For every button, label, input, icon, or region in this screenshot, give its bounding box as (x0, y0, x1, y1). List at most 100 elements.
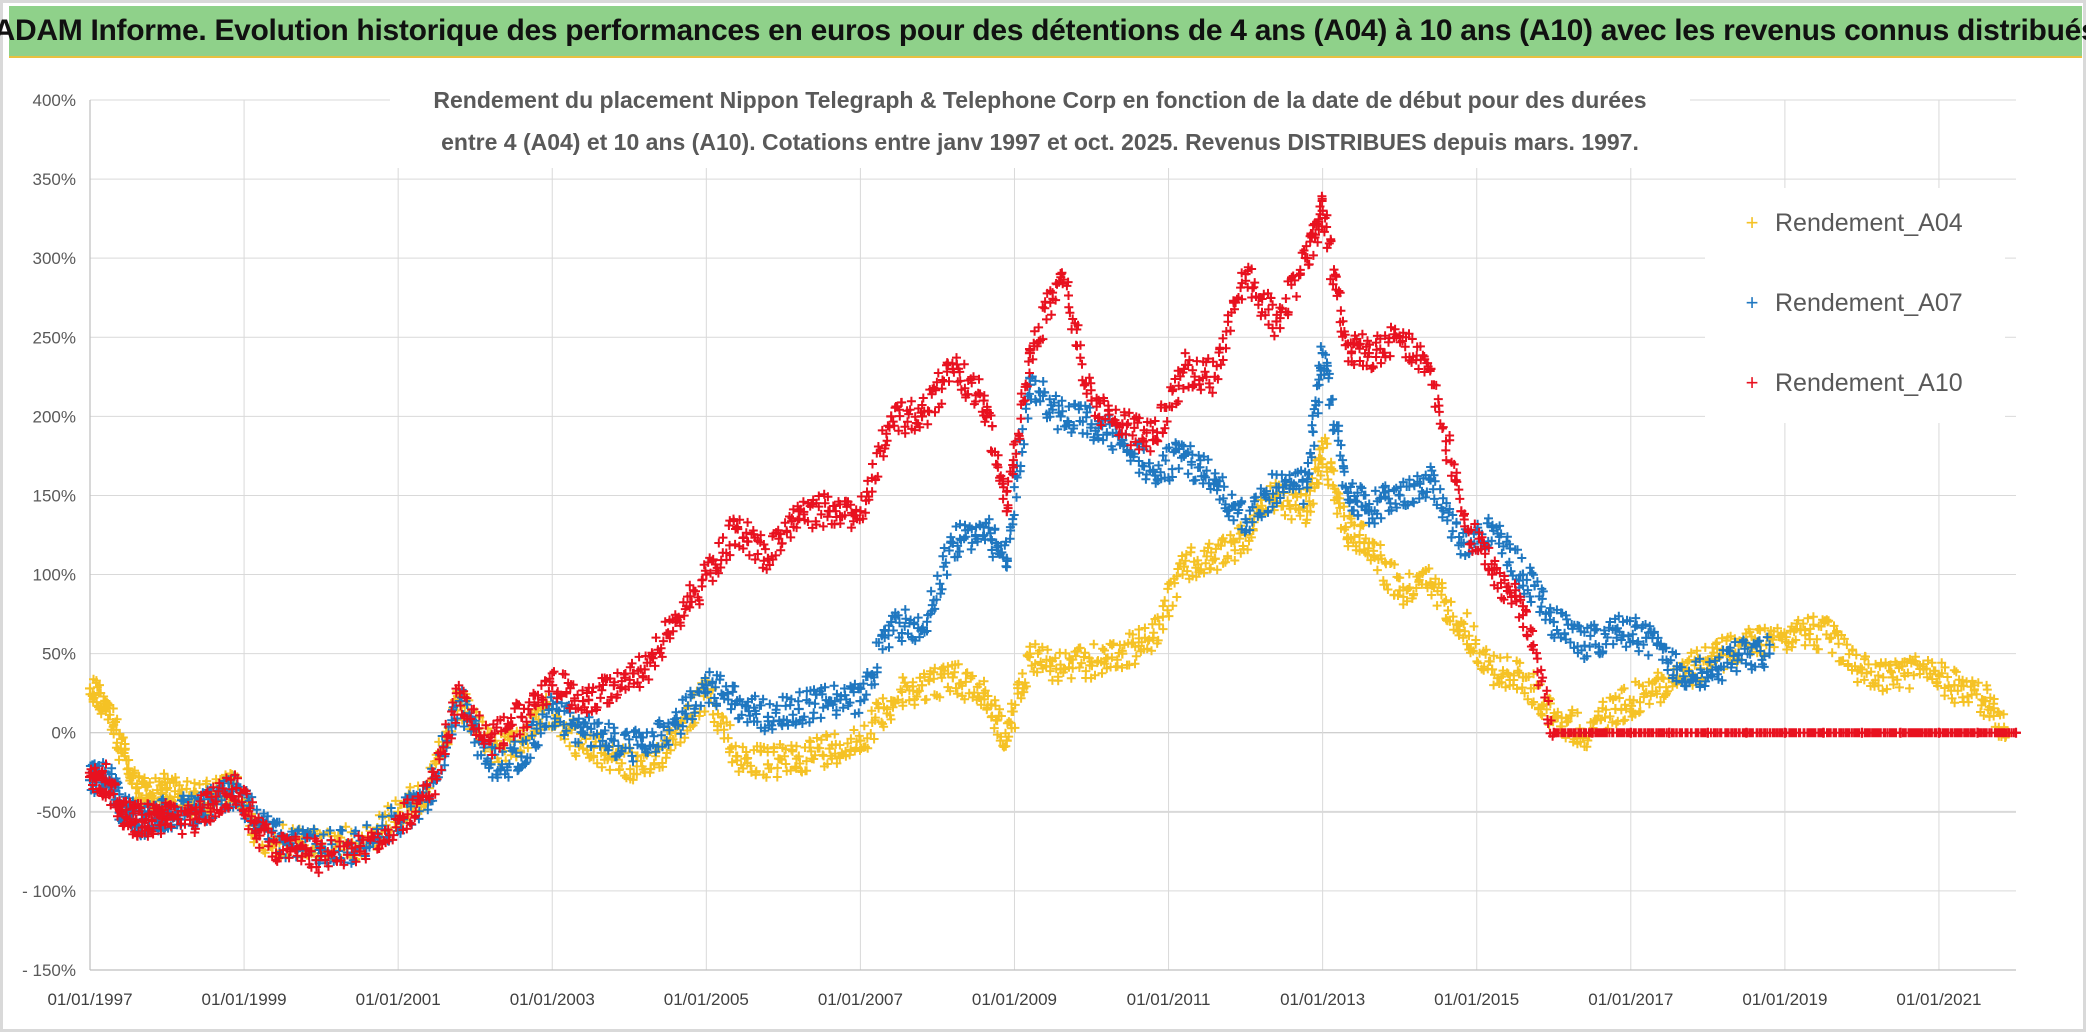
data-point-a04 (162, 783, 173, 794)
data-point-a10 (185, 814, 196, 825)
y-tick-label: 200% (33, 407, 76, 426)
data-cloud-a10 (1317, 210, 1349, 342)
x-tick-label: 01/01/2017 (1588, 990, 1673, 1009)
data-point-a10 (1340, 340, 1351, 351)
data-cloud-a10 (1459, 509, 1497, 575)
data-cloud-a07 (764, 692, 803, 734)
data-cloud-a10 (1119, 407, 1158, 456)
y-tick-label: - 100% (22, 882, 76, 901)
data-point-a07 (1517, 569, 1528, 580)
data-cloud-a04 (117, 733, 142, 806)
data-cloud-a04 (950, 659, 989, 710)
data-point-a10 (1055, 269, 1066, 279)
legend-entry-a10[interactable]: + Rendement_A10 (1746, 369, 1963, 397)
data-point-a10 (639, 664, 650, 675)
x-tick-label: 01/01/2015 (1434, 990, 1519, 1009)
chart-title-line-1: Rendement du placement Nippon Telegraph … (433, 87, 1646, 113)
data-cloud-a07 (918, 532, 956, 637)
data-cloud-a10 (1857, 728, 1905, 738)
legend-marker-a10: + (1746, 370, 1759, 395)
data-cloud-a04 (1002, 650, 1035, 742)
data-cloud-a10 (1395, 328, 1433, 377)
data-cloud-a10 (641, 610, 680, 684)
data-cloud-a10 (1272, 241, 1311, 333)
data-point-a07 (485, 759, 496, 770)
y-tick-label: - 150% (22, 961, 76, 980)
data-cloud-a04 (1918, 656, 1959, 703)
data-cloud-a10 (1303, 191, 1327, 270)
x-tick-label: 01/01/2021 (1896, 990, 1981, 1009)
data-cloud-a10 (1150, 366, 1188, 446)
data-cloud-a10 (487, 698, 525, 760)
data-cloud-a10 (1425, 366, 1465, 504)
data-point-a07 (886, 617, 897, 627)
legend-marker-a07: + (1746, 290, 1759, 315)
y-tick-label: 250% (33, 328, 76, 347)
data-cloud-a04 (795, 730, 832, 777)
data-point-a10 (1302, 253, 1313, 264)
data-cloud-a07 (1319, 350, 1349, 490)
data-cloud-a07 (979, 514, 1011, 571)
data-cloud-a07 (1672, 654, 1712, 692)
x-tick-label: 01/01/2019 (1742, 990, 1827, 1009)
data-cloud-a04 (763, 740, 801, 782)
data-cloud-a10 (794, 489, 833, 533)
data-cloud-a07 (1343, 479, 1374, 528)
x-tick-label: 01/01/2001 (356, 990, 441, 1009)
y-tick-label: 350% (33, 170, 76, 189)
data-cloud-a04 (1889, 652, 1928, 693)
series-a07 (85, 342, 1775, 868)
data-cloud-a04 (1611, 677, 1649, 729)
y-tick-label: 400% (33, 91, 76, 110)
y-tick-label: 50% (42, 645, 76, 664)
data-point-a07 (793, 704, 804, 714)
data-cloud-a10 (1489, 556, 1528, 622)
data-cloud-a04 (1796, 612, 1835, 654)
data-cloud-a07 (578, 712, 619, 755)
data-cloud-a04 (1025, 639, 1065, 686)
data-cloud-a10 (356, 814, 401, 864)
data-point-a04 (1980, 696, 1991, 707)
data-cloud-a10 (317, 831, 364, 871)
data-cloud-a10 (1518, 605, 1558, 741)
data-cloud-a07 (1705, 637, 1743, 685)
data-point-a04 (1340, 522, 1351, 533)
data-cloud-a04 (1056, 643, 1096, 683)
data-cloud-a10 (517, 674, 555, 733)
data-cloud-a04 (826, 725, 865, 768)
data-cloud-a07 (1057, 396, 1096, 439)
data-point-a10 (886, 411, 897, 422)
data-cloud-a10 (285, 832, 325, 878)
data-point-a07 (1548, 617, 1559, 627)
data-point-a07 (1055, 411, 1066, 422)
data-cloud-a10 (547, 667, 588, 715)
data-cloud-a04 (101, 698, 126, 765)
data-cloud-a10 (1243, 262, 1279, 341)
data-cloud-a07 (1549, 605, 1589, 658)
legend-label-a07: Rendement_A07 (1775, 289, 1963, 317)
data-cloud-a10 (1626, 728, 1674, 738)
y-tick-label: -50% (36, 803, 76, 822)
legend-entry-a07[interactable]: + Rendement_A07 (1746, 289, 1963, 317)
data-cloud-a10 (856, 421, 894, 524)
data-cloud-a10 (456, 686, 495, 749)
data-cloud-a07 (1179, 441, 1220, 494)
data-cloud-a07 (1396, 462, 1436, 510)
data-cloud-a10 (917, 358, 957, 429)
legend-marker-a04: + (1746, 210, 1759, 235)
report-title: ADAM Informe. Evolution historique des p… (0, 14, 2086, 47)
data-cloud-a07 (1025, 372, 1064, 434)
data-point-a04 (1487, 664, 1498, 675)
data-point-a10 (547, 680, 558, 691)
data-cloud-a04 (732, 741, 773, 782)
data-point-a10 (231, 783, 242, 794)
data-point-a07 (762, 711, 773, 722)
legend-entry-a04[interactable]: + Rendement_A04 (1746, 209, 1963, 237)
data-point-a07 (947, 537, 958, 548)
data-cloud-a10 (1340, 329, 1373, 371)
data-cloud-a07 (671, 673, 710, 739)
data-cloud-a07 (610, 725, 648, 766)
legend-background (1705, 188, 2005, 423)
data-cloud-a07 (1734, 632, 1775, 674)
data-cloud-a04 (1318, 433, 1350, 535)
